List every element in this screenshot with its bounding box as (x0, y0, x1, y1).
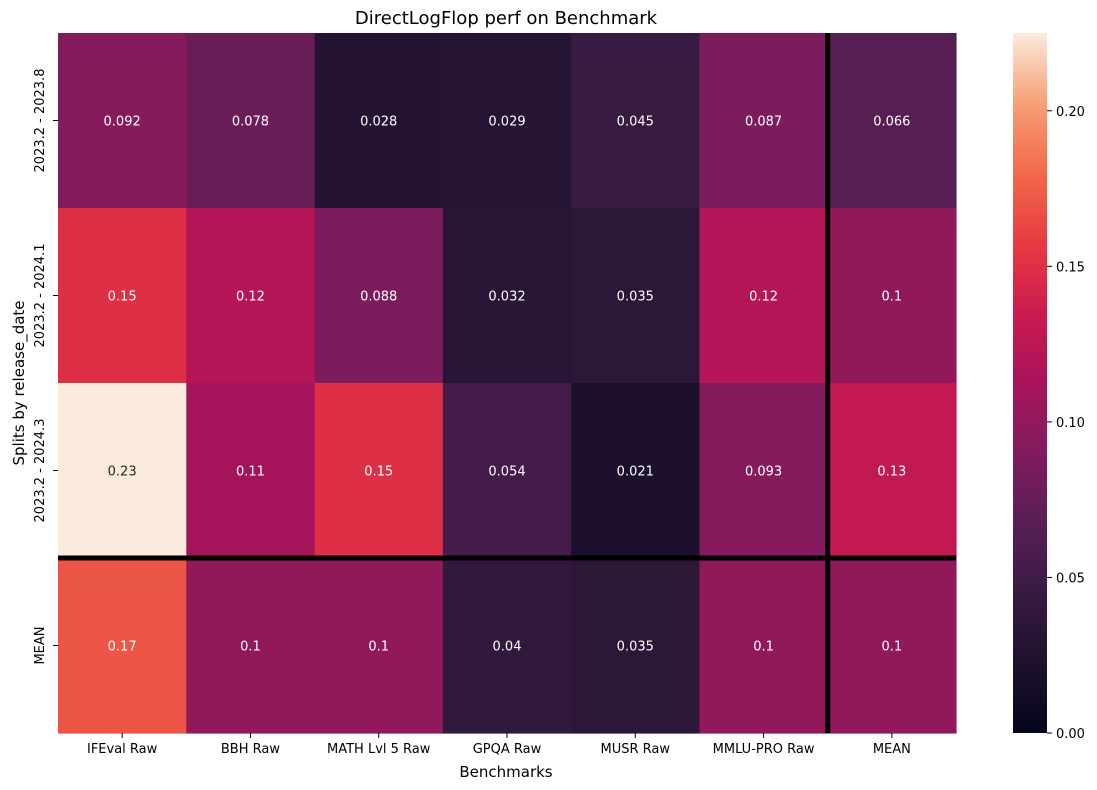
heatmap-cell (699, 208, 829, 384)
heatmap-cell (699, 33, 829, 209)
cell-value-label: 0.092 (104, 115, 141, 130)
heatmap-cell (58, 33, 187, 209)
y-tick-label: 2023.2 - 2023.8 (33, 69, 48, 173)
colorbar-tick-label: 0.00 (1056, 727, 1085, 742)
heatmap-cell (827, 208, 957, 384)
heatmap-cell (186, 208, 316, 384)
heatmap-cell (571, 33, 701, 209)
cell-value-label: 0.087 (745, 115, 782, 130)
x-axis: IFEval Raw BBH Raw MATH Lvl 5 Raw GPQA Raw M… (87, 733, 911, 757)
colorbar-gradient (1013, 33, 1047, 733)
heatmap-cell (442, 208, 572, 384)
cell-value-label: 0.12 (749, 290, 778, 305)
heatmap-cell (827, 33, 957, 209)
cell-value-label: 0.093 (745, 465, 782, 480)
cell-value-label: 0.1 (368, 640, 389, 655)
heatmap-cell (314, 33, 444, 209)
x-tick-label: IFEval Raw (87, 742, 158, 757)
x-axis-label: Benchmarks (459, 763, 552, 781)
cell-value-label: 0.088 (360, 290, 397, 305)
y-axis: 2023.2 - 2023.8 2023.2 - 2024.1 2023.2 - 2… (33, 69, 58, 665)
cell-value-label: 0.23 (108, 465, 137, 480)
cell-value-label: 0.11 (236, 465, 265, 480)
heatmap-cell (314, 208, 444, 384)
colorbar-tick-label: 0.20 (1056, 105, 1085, 120)
colorbar-tick-label: 0.10 (1056, 416, 1085, 431)
heatmap-cell (186, 383, 316, 559)
heatmap-cell (571, 208, 701, 384)
colorbar-tick-label: 0.15 (1056, 260, 1085, 275)
heatmap-cell (186, 558, 316, 734)
y-axis-label: Splits by release_date (10, 300, 29, 465)
cell-value-label: 0.035 (617, 290, 654, 305)
heatmap-cell (442, 383, 572, 559)
cell-value-label: 0.032 (488, 290, 525, 305)
heatmap-cell (571, 383, 701, 559)
cell-value-label: 0.1 (240, 640, 261, 655)
x-tick-label: MEAN (873, 742, 911, 757)
heatmap-cell (314, 383, 444, 559)
y-tick-label: 2023.2 - 2024.3 (33, 419, 48, 523)
heatmap-cell (699, 383, 829, 559)
y-tick-label: MEAN (33, 626, 48, 664)
cell-value-label: 0.021 (617, 465, 654, 480)
cell-value-label: 0.13 (877, 465, 906, 480)
heatmap-cell (442, 33, 572, 209)
cell-value-label: 0.1 (882, 290, 903, 305)
heatmap-cell (827, 558, 957, 734)
colorbar: 0.00 0.05 0.10 0.15 0.20 (1013, 33, 1085, 742)
heatmap-cell (58, 558, 187, 734)
heatmap-cell (699, 558, 829, 734)
cell-value-label: 0.17 (108, 640, 137, 655)
cell-value-label: 0.028 (360, 115, 397, 130)
cell-value-label: 0.078 (232, 115, 269, 130)
cell-value-label: 0.15 (108, 290, 137, 305)
x-tick-label: MMLU-PRO Raw (713, 742, 815, 757)
heatmap-cell (186, 33, 316, 209)
heatmap-cell (571, 558, 701, 734)
cell-value-label: 0.035 (617, 640, 654, 655)
heatmap-cells (58, 33, 957, 734)
cell-value-label: 0.066 (873, 115, 910, 130)
cell-value-label: 0.12 (236, 290, 265, 305)
heatmap-cell-labels: 0.092 0.078 0.028 0.029 0.045 0.087 0.066 0.15 0… (104, 115, 911, 655)
heatmap-cell (827, 383, 957, 559)
cell-value-label: 0.029 (488, 115, 525, 130)
cell-value-label: 0.045 (617, 115, 654, 130)
x-tick-label: MATH Lvl 5 Raw (327, 742, 431, 757)
chart-title: DirectLogFlop perf on Benchmark (355, 8, 658, 29)
x-tick-label: GPQA Raw (473, 742, 542, 757)
heatmap-cell (58, 208, 187, 384)
x-tick-label: BBH Raw (221, 742, 280, 757)
cell-value-label: 0.1 (882, 640, 903, 655)
heatmap-cell (314, 558, 444, 734)
cell-value-label: 0.04 (493, 640, 522, 655)
x-tick-label: MUSR Raw (601, 742, 671, 757)
cell-value-label: 0.054 (488, 465, 525, 480)
heatmap-cell (442, 558, 572, 734)
cell-value-label: 0.15 (364, 465, 393, 480)
heatmap-separators (58, 33, 956, 733)
cell-value-label: 0.1 (753, 640, 774, 655)
colorbar-tick-label: 0.05 (1056, 571, 1085, 586)
y-tick-label: 2023.2 - 2024.1 (33, 244, 48, 348)
heatmap-cell (58, 383, 187, 559)
